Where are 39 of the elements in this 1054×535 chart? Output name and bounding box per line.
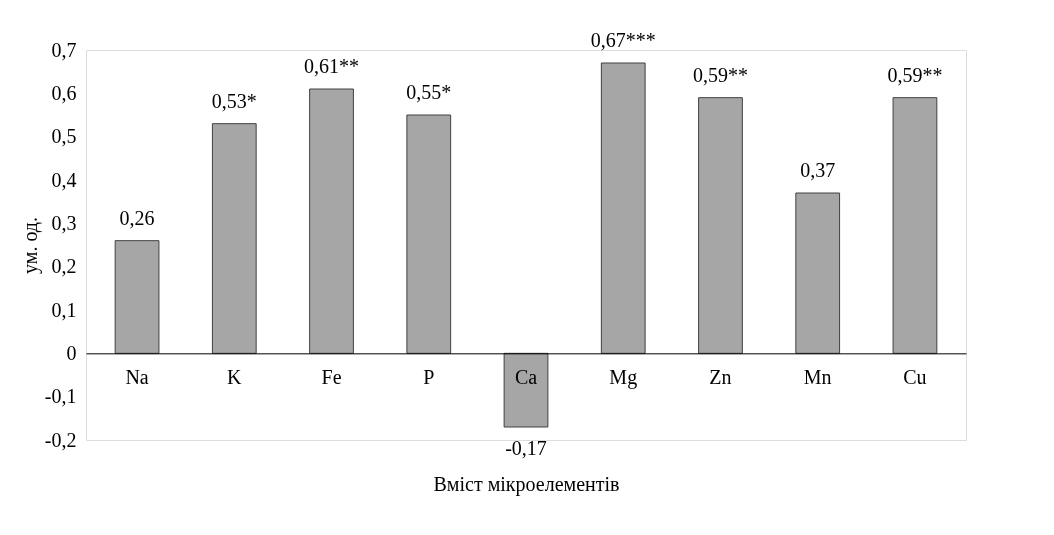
bar (211, 123, 257, 354)
y-tick-label: 0,5 (51, 125, 77, 148)
bar (114, 240, 160, 354)
bar (406, 114, 452, 354)
y-tick-label: 0,6 (51, 81, 77, 104)
bar (795, 192, 841, 354)
y-tick-label: 0,2 (51, 255, 77, 278)
y-tick-label: 0,3 (51, 211, 77, 234)
y-tick-label: 0 (66, 341, 77, 364)
y-tick-label: 0,4 (51, 168, 77, 191)
data-label: 0,37 (800, 159, 836, 181)
x-tick-label: Fe (321, 365, 342, 388)
y-axis-title: ум. од. (18, 217, 42, 274)
x-tick-label: Mg (609, 365, 638, 389)
y-tick-label: 0,7 (51, 38, 77, 61)
x-tick-label: Cu (903, 365, 927, 388)
bar (698, 97, 743, 354)
data-label: 0,59** (692, 63, 748, 86)
bar (600, 62, 646, 354)
x-axis-title: Вміст мікроелементів (433, 472, 620, 496)
data-label: -0,17 (505, 437, 547, 459)
data-label: 0,67*** (590, 29, 656, 51)
data-label: 0,61** (304, 55, 360, 77)
y-tick-label: -0,1 (44, 385, 77, 408)
data-label: 0,53* (211, 89, 257, 112)
bar (892, 97, 938, 354)
data-label: 0,55* (406, 81, 452, 103)
bar (309, 88, 354, 354)
x-tick-label: Na (125, 365, 149, 388)
x-tick-label: P (423, 365, 435, 388)
x-tick-label: K (227, 365, 243, 388)
x-tick-label: Ca (514, 365, 538, 388)
bar (503, 352, 549, 428)
data-label: 0,26 (119, 206, 155, 229)
data-label: 0,59** (887, 63, 943, 86)
x-tick-label: Zn (709, 365, 732, 388)
x-tick-label: Mn (803, 365, 832, 388)
y-tick-label: 0,1 (51, 298, 77, 321)
y-tick-label: -0,2 (44, 428, 77, 451)
